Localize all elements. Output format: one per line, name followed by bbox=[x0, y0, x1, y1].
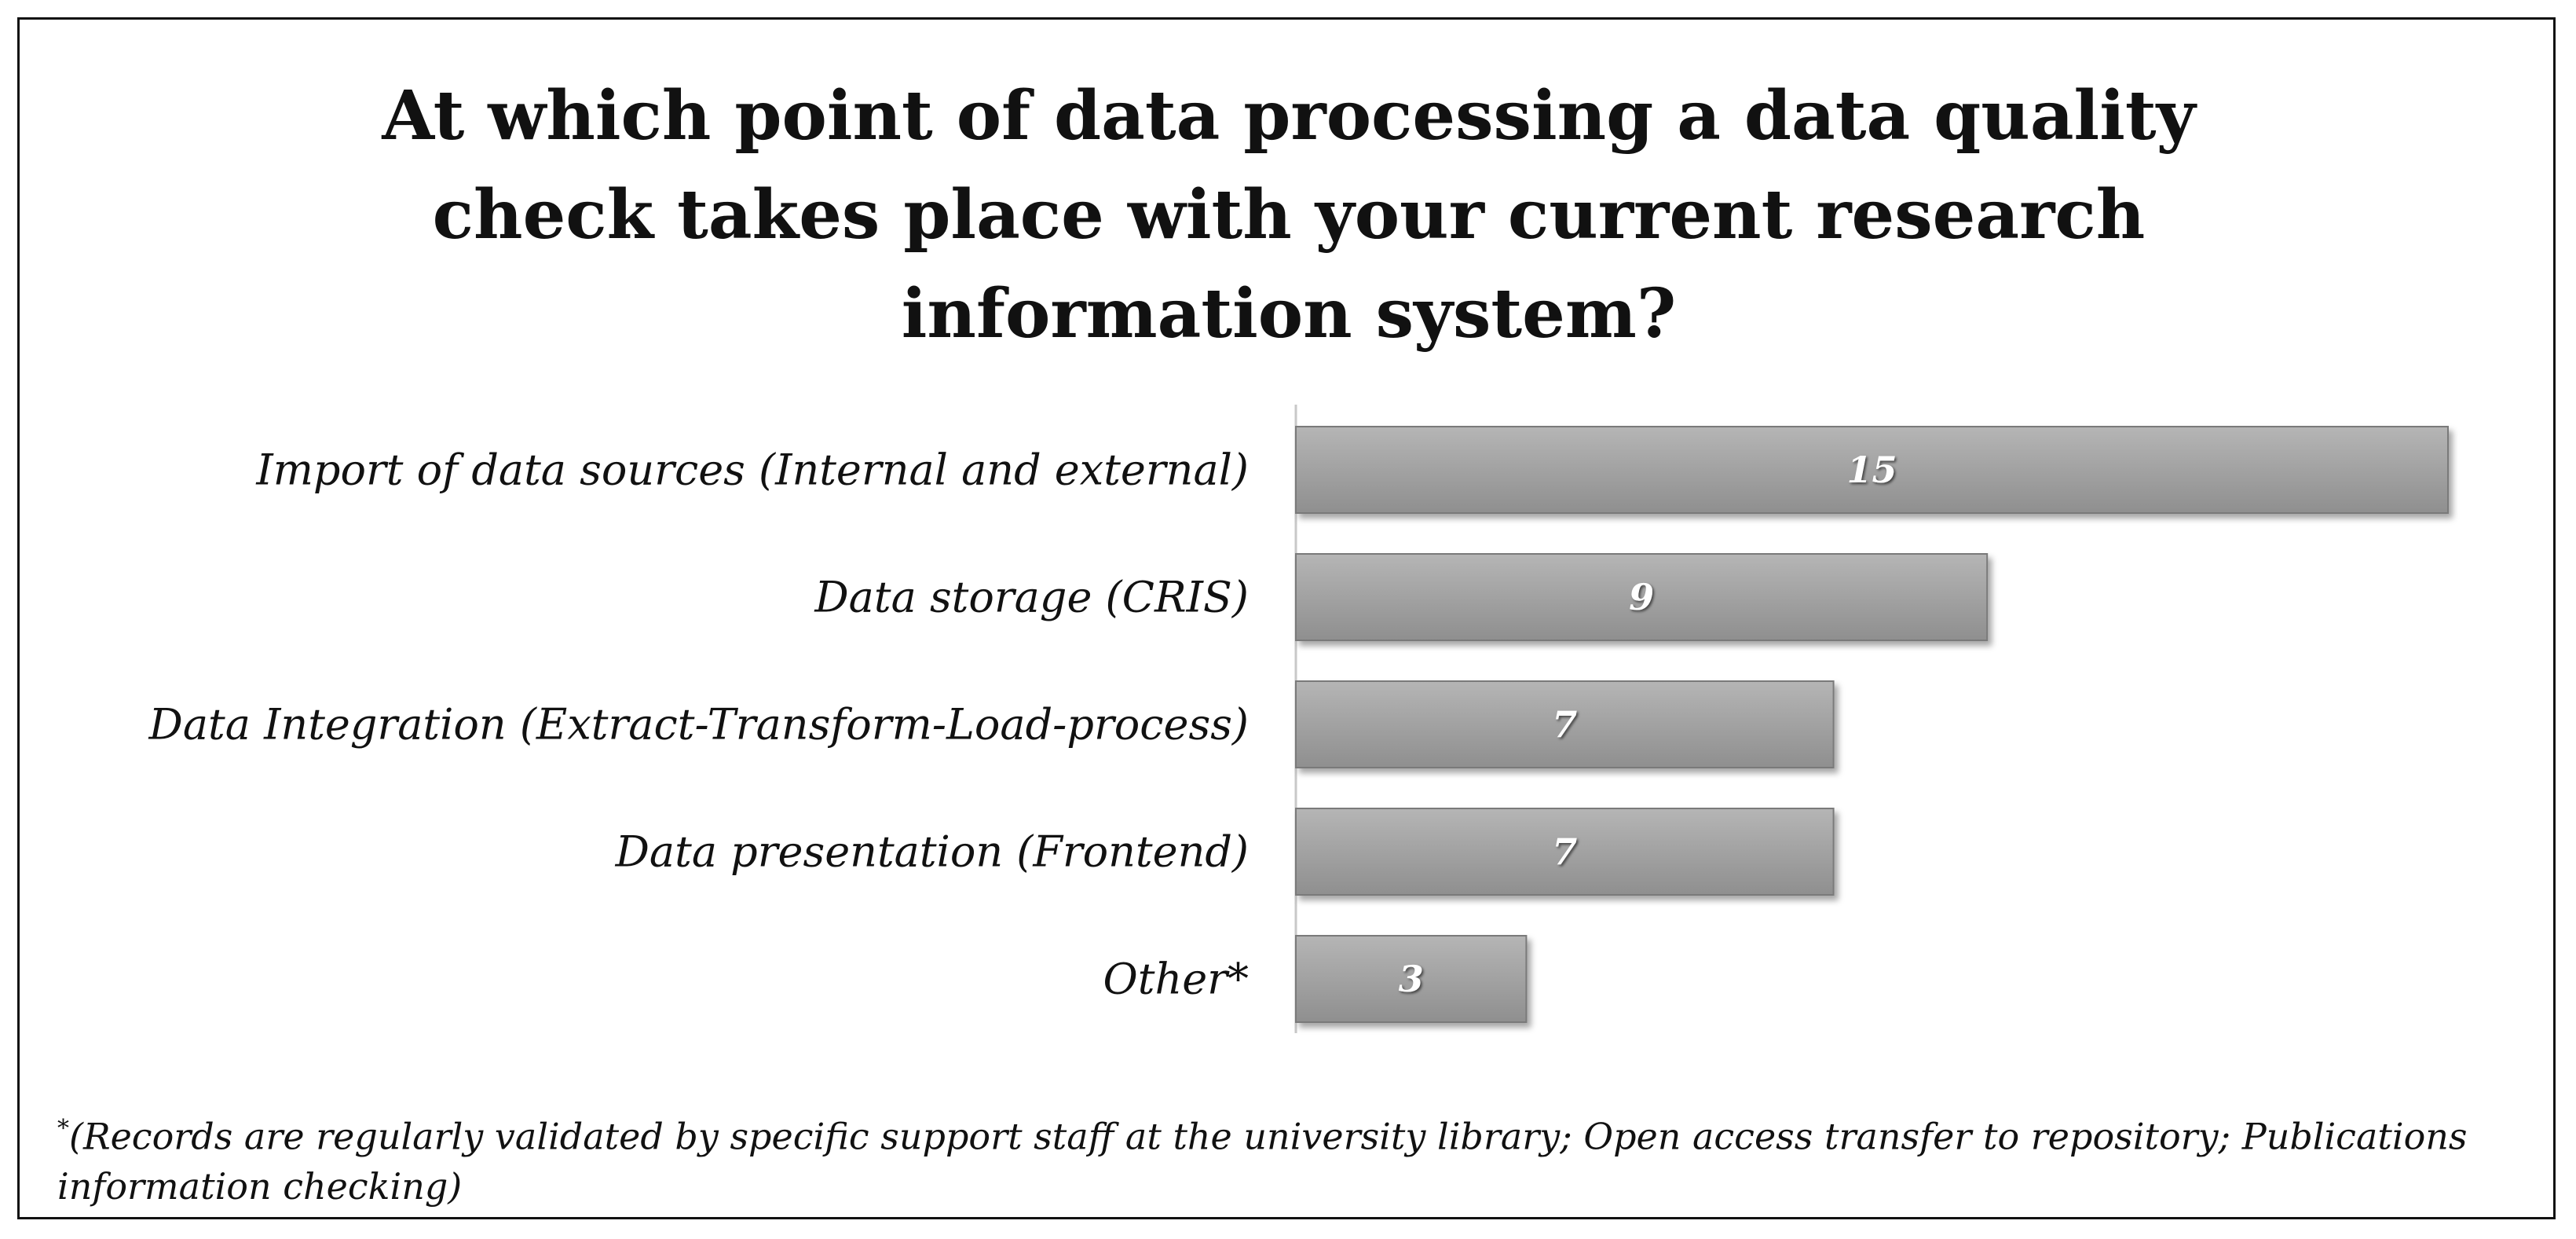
bar-value-label: 3 bbox=[1399, 958, 1424, 1000]
bar-value-label: 9 bbox=[1629, 576, 1654, 618]
bar-value-label: 7 bbox=[1552, 703, 1577, 746]
category-label: Data storage (CRIS) bbox=[814, 573, 1249, 622]
footnote-text: (Records are regularly validated by spec… bbox=[57, 1115, 2468, 1208]
bar bbox=[1295, 680, 1835, 768]
category-label: Import of data sources (Internal and ext… bbox=[255, 445, 1249, 495]
bar-chart: 15 Import of data sources (Internal and e… bbox=[148, 405, 2449, 1033]
chart-title-line: At which point of data processing a data… bbox=[382, 76, 2196, 156]
chart-frame: At which point of data processing a data… bbox=[17, 17, 2556, 1219]
bar-value-label: 7 bbox=[1552, 830, 1577, 873]
bar bbox=[1295, 426, 2449, 514]
bar bbox=[1295, 808, 1835, 896]
chart-title: At which point of data processing a data… bbox=[20, 67, 2558, 364]
chart-footnote: *(Records are regularly validated by spe… bbox=[57, 1104, 2516, 1212]
chart-title-line: information system? bbox=[901, 274, 1677, 354]
category-label: Data Integration (Extract-Transform-Load… bbox=[148, 700, 1249, 750]
footnote-marker: * bbox=[57, 1115, 69, 1142]
bar bbox=[1295, 553, 1989, 641]
bar-value-label: 15 bbox=[1846, 449, 1897, 491]
chart-title-line: check takes place with your current rese… bbox=[432, 175, 2146, 255]
bar bbox=[1295, 935, 1528, 1023]
category-label: Other* bbox=[1103, 955, 1249, 1004]
category-label: Data presentation (Frontend) bbox=[615, 827, 1249, 877]
